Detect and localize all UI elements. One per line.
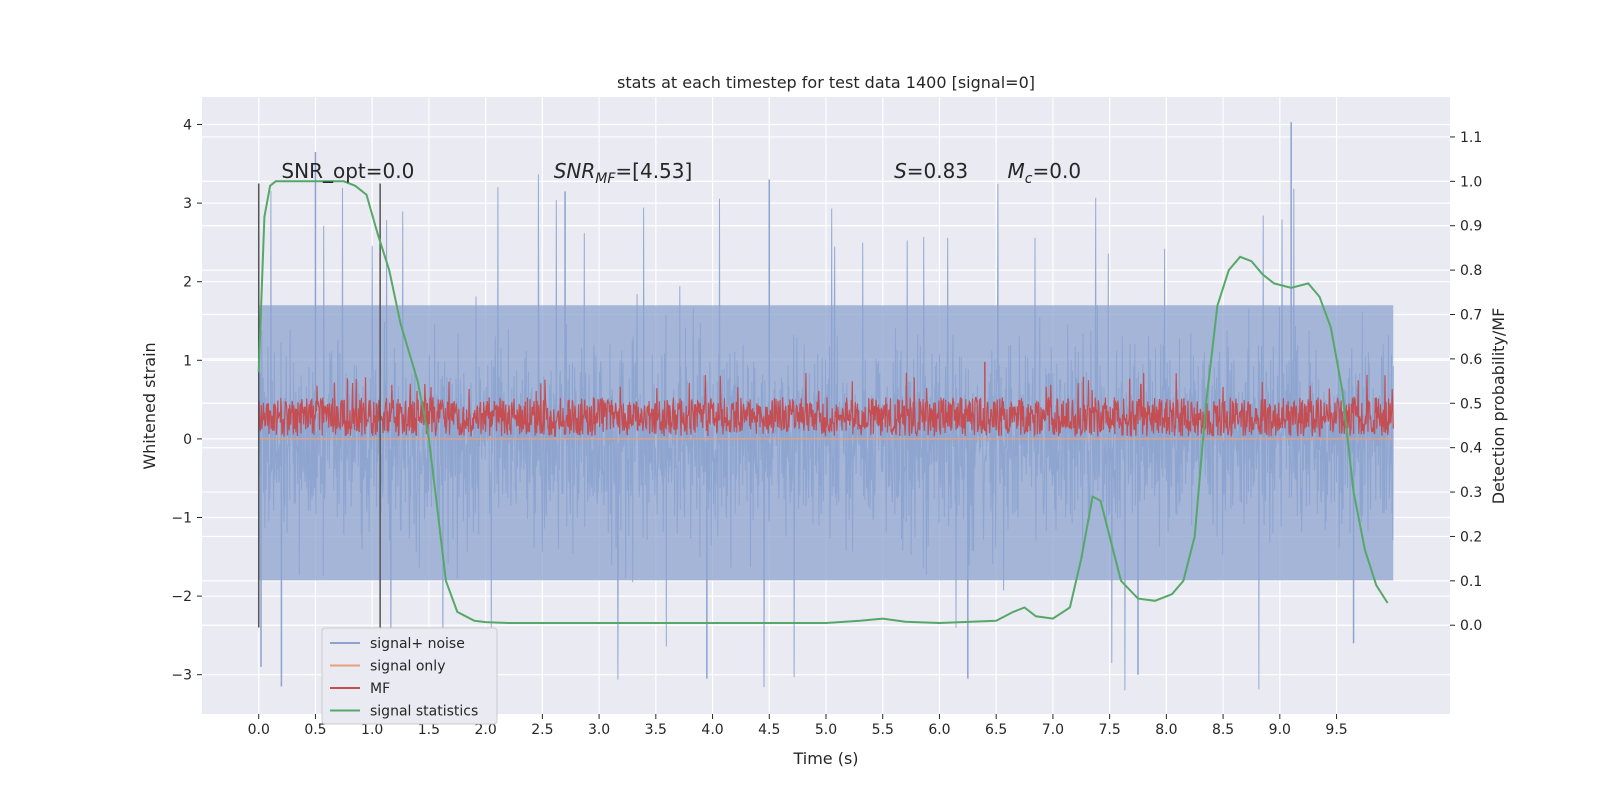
y-tick-label: −2 (171, 589, 192, 605)
x-tick-label: 2.0 (475, 722, 497, 738)
y-tick-label: 1 (183, 353, 192, 369)
x-tick-label: 5.0 (815, 722, 837, 738)
x-tick-label: 7.0 (1042, 722, 1064, 738)
y-tick-label: −1 (171, 511, 192, 527)
annotation-snr_opt: SNR_opt=0.0 (281, 159, 414, 183)
x-tick-label: 0.5 (304, 722, 326, 738)
y-tick-label: 3 (183, 196, 192, 212)
y2-tick-label: 1.0 (1460, 174, 1482, 190)
x-tick-label: 4.5 (758, 722, 780, 738)
annotation-s: S=0.83 (894, 159, 968, 183)
y2-tick-label: 1.1 (1460, 130, 1482, 146)
x-tick-label: 9.0 (1269, 722, 1291, 738)
x-axis-label: Time (s) (792, 749, 858, 768)
legend-label: signal only (370, 659, 445, 675)
x-tick-label: 8.5 (1212, 722, 1234, 738)
x-tick-label: 9.5 (1325, 722, 1347, 738)
x-tick-label: 0.0 (248, 722, 270, 738)
y2-tick-label: 0.7 (1460, 308, 1482, 324)
y2-tick-label: 0.3 (1460, 485, 1482, 501)
y2-tick-label: 0.0 (1460, 618, 1482, 634)
y-tick-label: 0 (183, 432, 192, 448)
y-tick-label: −3 (171, 668, 192, 684)
y2-tick-label: 0.1 (1460, 574, 1482, 590)
y2-tick-label: 0.5 (1460, 396, 1482, 412)
x-tick-label: 4.0 (701, 722, 723, 738)
y-tick-label: 4 (183, 118, 192, 134)
annotations: SNR_opt=0.0 SNRMF=[4.53] S=0.83 Mc=0.0 (281, 159, 1081, 187)
marker-lines (257, 183, 381, 628)
y-axis-label: Whitened strain (140, 342, 159, 469)
y2-tick-label: 0.6 (1460, 352, 1482, 368)
y2-tick-label: 0.2 (1460, 529, 1482, 545)
x-tick-label: 5.5 (872, 722, 894, 738)
x-tick-label: 1.5 (418, 722, 440, 738)
signal-noise-line (258, 174, 1394, 691)
x-tick-label: 3.0 (588, 722, 610, 738)
ticks: 0.0 0.5 1.0 1.5 2.0 2.5 3.0 3.5 4.0 4.5 5.0 5.5 6.0 6… (171, 118, 1482, 738)
y2-tick-label: 0.8 (1460, 263, 1482, 279)
x-tick-label: 7.5 (1099, 722, 1121, 738)
legend-label: signal+ noise (370, 636, 465, 652)
x-tick-label: 3.5 (645, 722, 667, 738)
legend: signal+ noise signal only MF signal statist… (321, 627, 498, 725)
x-tick-label: 1.0 (361, 722, 383, 738)
y2-tick-label: 0.9 (1460, 219, 1482, 235)
signal-statistics-line (257, 180, 1389, 625)
signal-noise-series (258, 122, 1394, 691)
y-tick-label: 2 (183, 275, 192, 291)
x-tick-label: 8.0 (1155, 722, 1177, 738)
legend-box (321, 627, 498, 725)
y2-tick-label: 0.4 (1460, 441, 1482, 457)
x-tick-label: 6.0 (928, 722, 950, 738)
signal-statistics-series (257, 180, 1389, 625)
chart-title: stats at each timestep for test data 140… (617, 73, 1035, 92)
annotation-mc: Mc=0.0 (1008, 159, 1082, 187)
x-tick-label: 2.5 (531, 722, 553, 738)
annotation-snr_mf: SNRMF=[4.53] (554, 159, 693, 187)
legend-label: signal statistics (370, 704, 478, 720)
x-tick-label: 6.5 (985, 722, 1007, 738)
y2-axis-label: Detection probability/MF (1489, 308, 1508, 505)
legend-label: MF (370, 681, 390, 697)
